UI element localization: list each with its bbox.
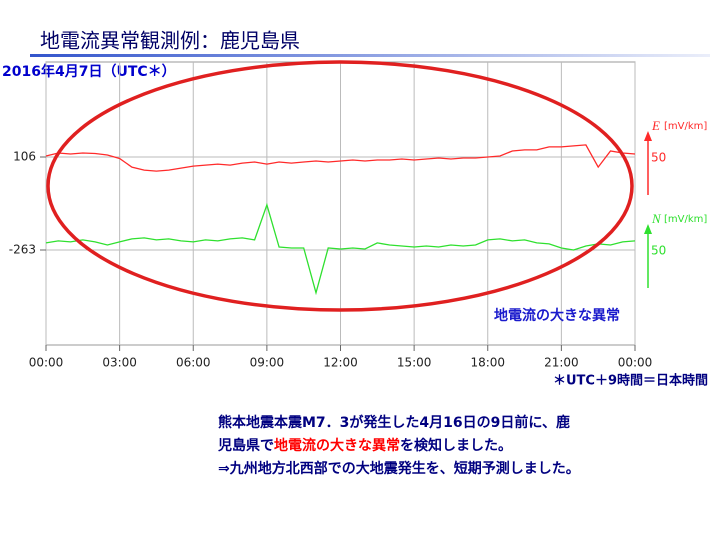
body-text: 児島県で	[217, 437, 274, 454]
chart-subtitle: 2016年4月7日（UTC＊）	[2, 63, 176, 80]
y-tick-label: 106	[13, 150, 36, 164]
legend-name: N	[651, 211, 662, 226]
body-text: 熊本地震本震M7．3が発生した4月16日の9日前に、鹿児島県で地電流の大きな異常…	[217, 414, 580, 477]
x-tick-label: 06:00	[176, 356, 211, 370]
x-tick-label: 09:00	[250, 356, 285, 370]
body-line: 児島県で地電流の大きな異常を検知しました。	[217, 437, 512, 454]
footnote: ＊UTC＋9時間＝日本時間	[553, 373, 708, 389]
x-tick-label: 18:00	[470, 356, 505, 370]
annotation: 地電流の大きな異常	[494, 307, 620, 324]
scale-label: 50	[651, 151, 666, 165]
x-tick-label: 00:00	[618, 356, 653, 370]
body-text: を検知しました。	[400, 437, 512, 454]
body-line: 熊本地震本震M7．3が発生した4月16日の9日前に、鹿	[218, 414, 570, 431]
legend-name: E	[651, 118, 660, 133]
y-tick-label: -263	[9, 242, 36, 256]
slide-title: 地電流異常観測例：鹿児島県	[40, 29, 300, 53]
scale-label: 50	[651, 243, 666, 257]
x-tick-label: 15:00	[397, 356, 432, 370]
series-line	[45, 144, 636, 172]
x-tick-label: 21:00	[544, 356, 579, 370]
title-underline	[30, 54, 710, 57]
body-text: ⇒九州地方北西部での大地震発生を、短期予測しました。	[218, 460, 580, 477]
x-tick-label: 03:00	[102, 356, 137, 370]
legend-unit: [mV/km]	[664, 121, 707, 132]
x-tick-label: 00:00	[29, 356, 64, 370]
highlight-ellipse	[46, 60, 634, 312]
scale-arrowhead	[644, 131, 652, 142]
x-tick-label: 12:00	[323, 356, 358, 370]
body-text: 熊本地震本震M7．3が発生した4月16日の9日前に、鹿	[218, 414, 570, 431]
body-line: ⇒九州地方北西部での大地震発生を、短期予測しました。	[218, 460, 580, 477]
legend-unit: [mV/km]	[664, 214, 707, 225]
scale-arrowhead	[644, 223, 652, 234]
highlight-text: 地電流の大きな異常	[274, 437, 400, 454]
plot: 00:00 03:00 06:00 09:00 12:00 15:00 18:00 21:00…	[9, 61, 707, 370]
series-line	[45, 202, 636, 296]
